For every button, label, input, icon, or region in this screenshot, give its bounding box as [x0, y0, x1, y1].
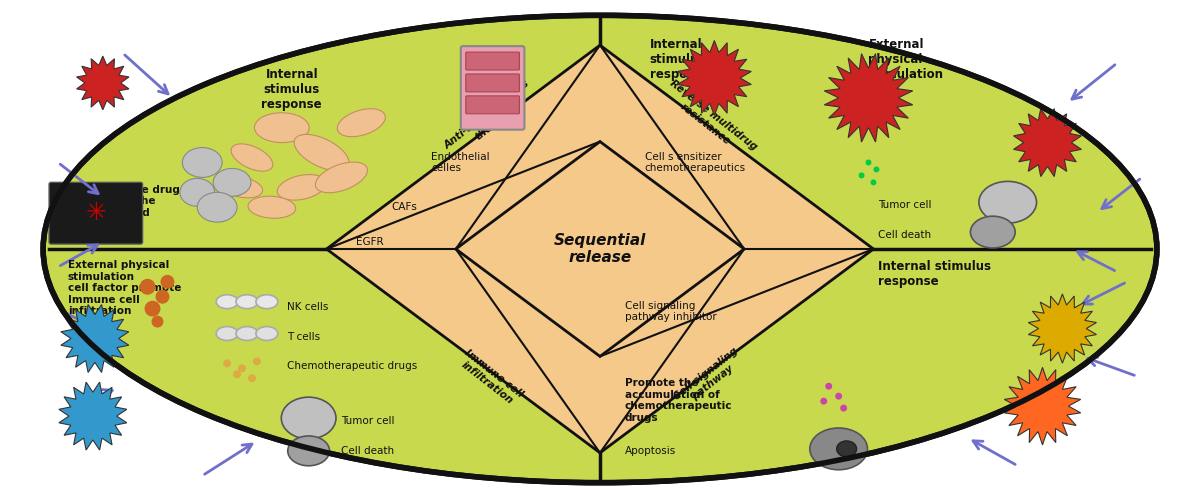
Text: Endothelial
celles: Endothelial celles	[431, 152, 490, 173]
Polygon shape	[456, 142, 744, 356]
Circle shape	[874, 166, 880, 172]
Text: CAFs: CAFs	[391, 202, 418, 212]
FancyBboxPatch shape	[466, 74, 520, 92]
FancyBboxPatch shape	[466, 96, 520, 114]
Ellipse shape	[236, 327, 258, 340]
Circle shape	[826, 383, 832, 390]
Circle shape	[139, 279, 156, 295]
Circle shape	[865, 160, 871, 166]
Text: Immune cell
infiltration: Immune cell infiltration	[456, 348, 526, 409]
Text: External physical
stimulation
cell factor promote
Immune cell
infiltration: External physical stimulation cell facto…	[68, 260, 181, 316]
Circle shape	[238, 364, 246, 372]
Text: Cell s ensitizer
chemotherapeutics: Cell s ensitizer chemotherapeutics	[644, 152, 746, 173]
Polygon shape	[326, 45, 874, 453]
FancyBboxPatch shape	[466, 52, 520, 70]
Text: Cell signaling
pathway: Cell signaling pathway	[672, 345, 746, 411]
Text: Internal stimulus
response: Internal stimulus response	[878, 260, 991, 288]
Ellipse shape	[288, 436, 330, 466]
Text: T cells: T cells	[287, 331, 320, 341]
Circle shape	[821, 398, 827, 405]
FancyBboxPatch shape	[49, 182, 143, 244]
Ellipse shape	[979, 181, 1037, 223]
Text: ✳: ✳	[85, 201, 107, 225]
Ellipse shape	[43, 15, 1157, 483]
Ellipse shape	[971, 216, 1015, 248]
Polygon shape	[77, 56, 128, 110]
Circle shape	[840, 405, 847, 412]
Ellipse shape	[236, 295, 258, 309]
Text: NK cells: NK cells	[287, 302, 328, 312]
Circle shape	[870, 179, 876, 185]
Circle shape	[161, 275, 174, 289]
Ellipse shape	[256, 295, 278, 309]
Ellipse shape	[232, 144, 272, 171]
Text: External
physical
stimulation: External physical stimulation	[869, 38, 943, 81]
Circle shape	[253, 357, 260, 365]
Circle shape	[233, 370, 241, 378]
Text: Reverse multidrug
resistance: Reverse multidrug resistance	[660, 78, 758, 162]
Text: Internal
stimulus
response: Internal stimulus response	[649, 38, 710, 81]
Text: Cell death: Cell death	[878, 230, 931, 240]
Ellipse shape	[223, 174, 262, 200]
Ellipse shape	[254, 113, 310, 143]
Text: Cell signaling
pathway inhibitor: Cell signaling pathway inhibitor	[625, 301, 716, 323]
Ellipse shape	[836, 441, 857, 457]
Circle shape	[156, 290, 169, 304]
Ellipse shape	[180, 178, 215, 206]
Text: Promote the
accumulation of
chemotherapeutic
drugs: Promote the accumulation of chemotherape…	[625, 378, 732, 423]
Ellipse shape	[214, 168, 251, 196]
Text: Anti-angiogenesis
therapy: Anti-angiogenesis therapy	[443, 79, 539, 161]
Ellipse shape	[256, 327, 278, 340]
Text: Sequential
release: Sequential release	[554, 233, 646, 265]
Text: EGFR: EGFR	[356, 237, 384, 247]
Circle shape	[835, 393, 842, 400]
Ellipse shape	[197, 192, 238, 222]
Polygon shape	[61, 305, 128, 372]
Circle shape	[248, 374, 256, 382]
Ellipse shape	[250, 193, 294, 221]
Text: Chemotherapeutic drugs: Chemotherapeutic drugs	[287, 361, 418, 371]
Ellipse shape	[316, 163, 368, 192]
Ellipse shape	[337, 108, 385, 137]
Polygon shape	[678, 40, 751, 115]
Circle shape	[151, 316, 163, 328]
Ellipse shape	[281, 397, 336, 439]
Polygon shape	[824, 54, 913, 142]
Polygon shape	[59, 382, 127, 450]
Text: Tumor cell: Tumor cell	[878, 200, 932, 210]
Circle shape	[858, 172, 864, 178]
Ellipse shape	[182, 148, 222, 177]
Ellipse shape	[216, 295, 238, 309]
Text: Releasing the drug
normalizes the
tumor's blood
vessels: Releasing the drug normalizes the tumor'…	[68, 185, 180, 230]
Ellipse shape	[295, 134, 348, 171]
Circle shape	[223, 359, 232, 367]
Circle shape	[144, 301, 161, 317]
Polygon shape	[1028, 294, 1097, 363]
Ellipse shape	[216, 327, 238, 340]
FancyBboxPatch shape	[461, 46, 524, 130]
Text: Cell death: Cell death	[342, 446, 395, 456]
Polygon shape	[1004, 367, 1081, 445]
Text: Apoptosis: Apoptosis	[625, 446, 676, 456]
Ellipse shape	[810, 428, 868, 470]
Text: Tumor cell: Tumor cell	[342, 416, 395, 426]
Text: Internal
stimulus
response: Internal stimulus response	[262, 68, 322, 111]
Polygon shape	[1014, 109, 1081, 176]
Ellipse shape	[277, 174, 326, 200]
